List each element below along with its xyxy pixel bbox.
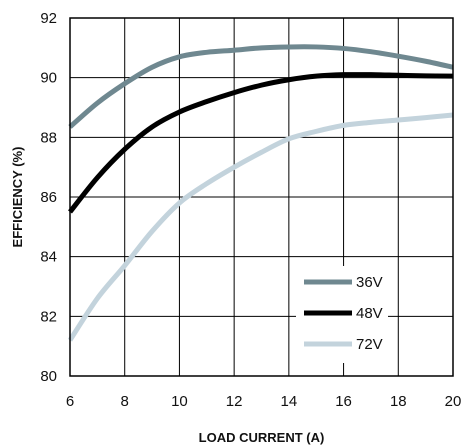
y-tick-label: 90 xyxy=(40,70,57,87)
y-tick-label: 86 xyxy=(40,189,57,206)
series-line-48V xyxy=(68,72,454,214)
y-tick-label: 80 xyxy=(40,368,57,385)
grid xyxy=(70,18,453,376)
x-tick-label: 16 xyxy=(335,393,352,410)
y-tick-label: 82 xyxy=(40,308,57,325)
y-tick-label: 92 xyxy=(40,10,57,27)
series-line-72V xyxy=(67,112,454,342)
legend-label-48V: 48V xyxy=(356,305,383,322)
x-tick-label: 20 xyxy=(445,393,462,410)
plot-frame xyxy=(69,17,454,377)
series-lines xyxy=(67,44,454,342)
x-tick-label: 10 xyxy=(171,393,188,410)
x-axis-label: LOAD CURRENT (A) xyxy=(199,430,325,445)
x-tick-label: 18 xyxy=(390,393,407,410)
series-line-36V xyxy=(68,44,454,129)
legend: 36V 48V 72V xyxy=(304,274,383,353)
legend-label-72V: 72V xyxy=(356,336,383,353)
x-tick-labels: 6 8 10 12 14 16 18 20 xyxy=(66,393,462,410)
y-axis-label: EFFICIENCY (%) xyxy=(10,147,25,248)
y-tick-labels: 80 82 84 86 88 90 92 xyxy=(40,10,57,385)
x-tick-label: 14 xyxy=(281,393,298,410)
y-tick-label: 88 xyxy=(40,129,57,146)
x-tick-label: 6 xyxy=(66,393,74,410)
y-tick-label: 84 xyxy=(40,249,57,266)
legend-label-36V: 36V xyxy=(356,274,383,291)
x-tick-label: 12 xyxy=(226,393,243,410)
x-tick-label: 8 xyxy=(121,393,129,410)
